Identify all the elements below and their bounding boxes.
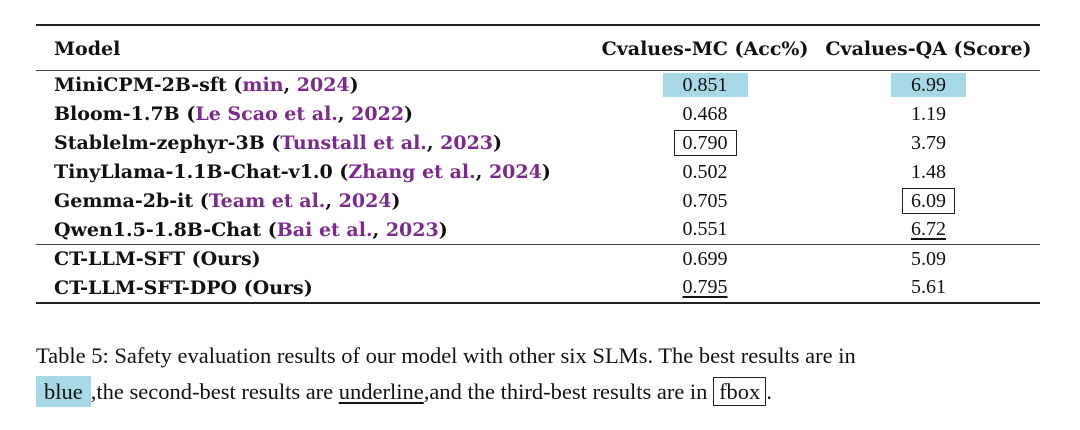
cvalues-mc-value: 0.502: [682, 160, 728, 183]
model-name: Qwen1.5-1.8B-Chat: [54, 218, 262, 241]
model-name: Stablelm-zephyr-3B: [54, 132, 265, 154]
cvalues-qa-value: 1.19: [910, 102, 946, 125]
model-name-cell: Qwen1.5-1.8B-Chat (Bai et al., 2023): [54, 218, 448, 241]
caption-text-4: .: [766, 379, 772, 404]
cvalues-mc-value: 0.705: [682, 189, 728, 212]
citation-year-link[interactable]: 2023: [440, 132, 494, 154]
citation-year-link[interactable]: 2023: [385, 218, 439, 241]
citation-year-link[interactable]: 2024: [296, 74, 350, 97]
citation-year-link[interactable]: 2024: [488, 161, 542, 183]
citation-author-link[interactable]: Tunstall et al.: [280, 132, 427, 154]
citation-author-link[interactable]: Bai et al.: [276, 218, 373, 241]
cvalues-mc-value: 0.851: [662, 72, 748, 97]
table-row: Stablelm-zephyr-3B (Tunstall et al., 202…: [36, 129, 1040, 158]
model-name-cell: Stablelm-zephyr-3B (Tunstall et al., 202…: [54, 132, 503, 154]
table-row: Bloom-1.7B (Le Scao et al., 2022) 0.468 1.…: [36, 100, 1040, 129]
cvalues-qa-cell: 3.79: [817, 129, 1040, 158]
citation-author-link[interactable]: Zhang et al.: [348, 161, 476, 183]
model-name-cell: CT-LLM-SFT (Ours): [36, 245, 593, 274]
caption-blue-example: blue: [36, 376, 91, 407]
model-name-cell: MiniCPM-2B-sft (min, 2024): [54, 74, 359, 97]
table-row: TinyLlama-1.1B-Chat-v1.0 (Zhang et al., …: [36, 158, 1040, 187]
caption-text-1: Table 5: Safety evaluation results of ou…: [36, 343, 856, 368]
cvalues-qa-value: 6.99: [890, 72, 966, 97]
cvalues-mc-cell: 0.699: [593, 245, 817, 274]
caption-text-3: ,and the third-best results are in: [423, 379, 714, 404]
citation-author-link[interactable]: Team et al.: [208, 190, 326, 212]
cvalues-qa-cell: 6.99: [817, 71, 1040, 100]
table-header-row: Model Cvalues-MC (Acc%) Cvalues-QA (Scor…: [36, 25, 1040, 71]
cvalues-mc-cell: 0.468: [593, 100, 817, 129]
cvalues-mc-value: 0.551: [682, 218, 728, 241]
header-cvalues-qa: Cvalues-QA (Score): [825, 38, 1032, 60]
model-name: CT-LLM-SFT-DPO (Ours): [54, 276, 313, 299]
cvalues-mc-cell: 0.705: [593, 187, 817, 216]
cvalues-mc-cell: 0.551: [593, 216, 817, 245]
table-row: MiniCPM-2B-sft (min, 2024) 0.851 6.99: [36, 70, 1040, 100]
model-name: CT-LLM-SFT (Ours): [54, 248, 261, 271]
cvalues-qa-cell: 5.09: [817, 245, 1040, 274]
model-name-cell: Bloom-1.7B (Le Scao et al., 2022): [54, 103, 414, 125]
table-row: CT-LLM-SFT-DPO (Ours) 0.795 5.61: [36, 274, 1040, 303]
cvalues-mc-value: 0.795: [682, 276, 728, 298]
model-name: MiniCPM-2B-sft: [54, 74, 227, 97]
cvalues-mc-cell: 0.795: [593, 274, 817, 303]
citation-author-link[interactable]: min: [242, 74, 284, 97]
cvalues-mc-cell: 0.790: [593, 129, 817, 158]
cvalues-qa-cell: 1.19: [817, 100, 1040, 129]
table-row: Gemma-2b-it (Team et al., 2024) 0.705 6.09: [36, 187, 1040, 216]
caption-fbox-example: fbox: [713, 377, 767, 406]
cvalues-mc-value: 0.468: [682, 102, 728, 125]
cvalues-qa-cell: 1.48: [817, 158, 1040, 187]
model-name: Gemma-2b-it: [54, 190, 194, 212]
table-row: CT-LLM-SFT (Ours) 0.699 5.09: [36, 244, 1040, 274]
cvalues-mc-cell: 0.502: [593, 158, 817, 187]
cvalues-mc-cell: 0.851: [593, 71, 817, 100]
header-cvalues-mc: Cvalues-MC (Acc%): [601, 38, 809, 60]
cvalues-mc-value: 0.699: [682, 247, 728, 270]
citation-year-link[interactable]: 2022: [351, 103, 405, 125]
table-caption: Table 5: Safety evaluation results of ou…: [36, 338, 1046, 410]
citation-author-link[interactable]: Le Scao et al.: [195, 103, 338, 125]
model-name-cell: CT-LLM-SFT-DPO (Ours): [36, 274, 593, 303]
caption-text-2: ,the second-best results are: [90, 379, 339, 404]
cvalues-qa-value: 1.48: [910, 160, 946, 183]
caption-underline-example: underline: [338, 379, 424, 404]
table-row: Qwen1.5-1.8B-Chat (Bai et al., 2023) 0.55…: [36, 216, 1040, 245]
cvalues-qa-value: 5.09: [910, 247, 946, 270]
cvalues-qa-value: 6.72: [910, 218, 946, 241]
header-model: Model: [54, 38, 121, 60]
model-name-cell: TinyLlama-1.1B-Chat-v1.0 (Zhang et al., …: [54, 161, 551, 183]
table-body: MiniCPM-2B-sft (min, 2024) 0.851 6.99 Bloom…: [36, 70, 1040, 303]
cvalues-qa-cell: 6.72: [817, 216, 1040, 245]
results-table: Model Cvalues-MC (Acc%) Cvalues-QA (Scor…: [36, 24, 1040, 304]
model-name-cell: Gemma-2b-it (Team et al., 2024): [54, 190, 401, 212]
citation-year-link[interactable]: 2024: [338, 190, 392, 212]
cvalues-qa-value: 6.09: [901, 187, 955, 214]
model-name: Bloom-1.7B: [54, 103, 180, 125]
cvalues-qa-cell: 6.09: [817, 187, 1040, 216]
cvalues-qa-value: 5.61: [910, 276, 946, 298]
results-table-container: Model Cvalues-MC (Acc%) Cvalues-QA (Scor…: [36, 24, 1040, 304]
model-name: TinyLlama-1.1B-Chat-v1.0: [54, 161, 333, 183]
cvalues-qa-cell: 5.61: [817, 274, 1040, 303]
cvalues-qa-value: 3.79: [910, 131, 946, 154]
cvalues-mc-value: 0.790: [673, 129, 737, 156]
